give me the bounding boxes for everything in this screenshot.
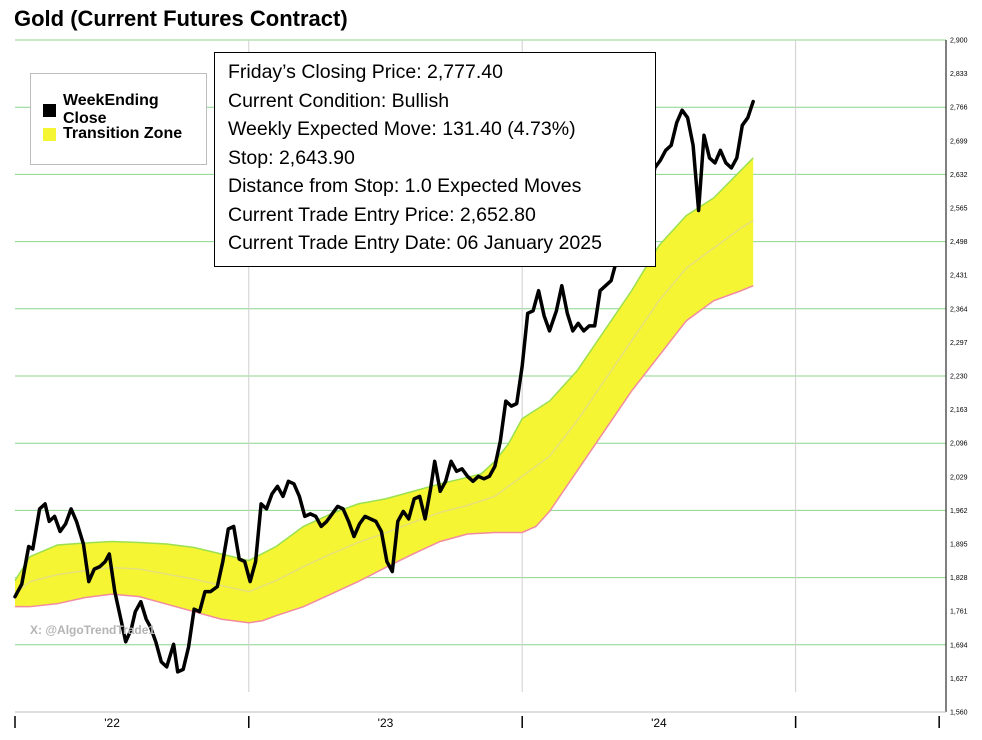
info-distance: Distance from Stop: 1.0 Expected Moves: [228, 175, 582, 197]
transition-zone-lower: [15, 285, 754, 624]
y-tick-label: 2,297: [950, 340, 968, 347]
y-tick-label: 2,029: [950, 474, 968, 481]
y-tick-label: 2,431: [950, 273, 968, 280]
y-tick-label: 2,632: [950, 172, 968, 179]
info-condition: Current Condition: Bullish: [228, 89, 450, 112]
legend-label-zone: Transition Zone: [63, 125, 183, 142]
y-tick-label: 1,828: [950, 575, 968, 582]
info-closing-price: Friday’s Closing Price: 2,777.40: [228, 61, 503, 83]
y-tick-label: 2,766: [950, 105, 968, 112]
legend: WeekEnding Close Transition Zone: [30, 73, 207, 165]
y-tick-label: 1,962: [950, 508, 968, 515]
x-tick-label: '22: [104, 716, 120, 730]
legend-swatch-close: [43, 103, 56, 117]
legend-item-zone: Transition Zone: [43, 125, 182, 143]
y-tick-label: 1,560: [950, 710, 968, 717]
axes: 1,560 1,627 1,694 1,761 1,828 1,895 1,962 2,029…: [14, 38, 968, 730]
y-tick-label: 2,833: [950, 71, 968, 78]
watermark: X: @AlgoTrendTrade1: [30, 623, 156, 637]
y-tick-label: 1,694: [950, 642, 968, 649]
y-tick-label: 1,761: [950, 609, 968, 616]
y-tick-label: 1,895: [950, 542, 968, 549]
info-stop: Stop: 2,643.90: [228, 146, 355, 169]
y-tick-label: 1,627: [950, 676, 968, 683]
info-expected-move: Weekly Expected Move: 131.40 (4.73%): [228, 118, 576, 140]
y-tick-label: 2,498: [950, 239, 968, 246]
legend-swatch-zone: [43, 127, 56, 141]
chart-title: Gold (Current Futures Contract): [14, 6, 348, 31]
transition-zone-upper: [14, 157, 754, 582]
info-box: Friday’s Closing Price: 2,777.40 Current…: [214, 52, 656, 267]
info-entry-date: Current Trade Entry Date: 06 January 202…: [228, 232, 602, 254]
legend-label-close: WeekEnding Close: [62, 92, 159, 127]
legend-item-close: WeekEnding Close: [43, 92, 206, 128]
x-tick-label: '23: [378, 716, 394, 730]
y-tick-label: 2,900: [950, 38, 968, 45]
y-tick-label: 2,163: [950, 407, 968, 414]
y-tick-label: 2,230: [950, 374, 968, 381]
y-tick-label: 2,565: [950, 206, 968, 213]
y-tick-label: 2,364: [950, 306, 968, 313]
info-entry-price: Current Trade Entry Price: 2,652.80: [228, 203, 536, 226]
transition-zone-mid: [14, 219, 754, 595]
y-tick-label: 2,699: [950, 138, 968, 145]
y-tick-label: 2,096: [950, 441, 968, 448]
x-tick-label: '24: [651, 716, 667, 730]
